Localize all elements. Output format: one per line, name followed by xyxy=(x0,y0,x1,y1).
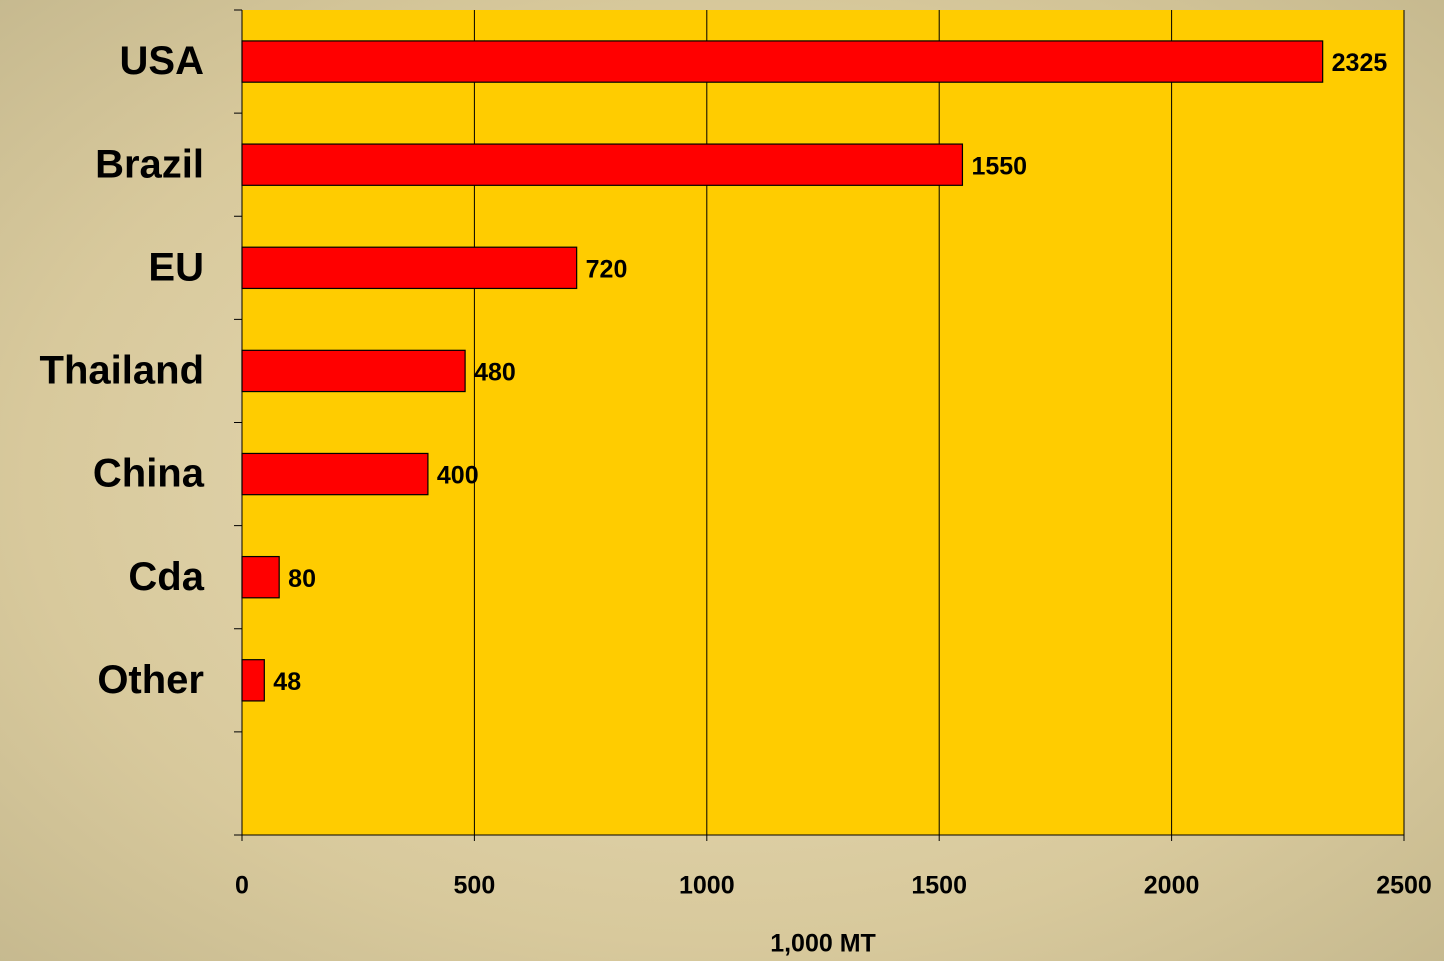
bar xyxy=(241,40,1324,83)
y-tick-label: USA xyxy=(120,39,204,83)
x-tick-label: 0 xyxy=(235,872,249,900)
y-tick-label: EU xyxy=(148,245,204,289)
y-tick-label: Thailand xyxy=(40,349,204,393)
value-label: 80 xyxy=(288,565,316,593)
y-tick-label: Cda xyxy=(128,555,204,599)
value-label: 1550 xyxy=(971,152,1027,180)
plot-area xyxy=(242,10,1404,835)
x-tick-label: 500 xyxy=(454,872,496,900)
bar xyxy=(241,452,429,496)
y-tick-label: China xyxy=(93,452,205,496)
value-label: 2325 xyxy=(1332,49,1388,77)
bar xyxy=(241,143,964,186)
x-tick-label: 2500 xyxy=(1376,872,1432,900)
x-tick-label: 2000 xyxy=(1144,872,1200,900)
x-axis-title: 1,000 MT xyxy=(770,930,876,958)
bar xyxy=(241,349,466,393)
x-tick-label: 1500 xyxy=(911,872,967,900)
bar xyxy=(241,659,265,702)
bar xyxy=(241,246,578,290)
value-label: 48 xyxy=(273,668,301,696)
value-label: 480 xyxy=(474,359,516,387)
value-label: 720 xyxy=(586,255,628,283)
value-label: 400 xyxy=(437,462,479,490)
x-tick-label: 1000 xyxy=(679,872,735,900)
y-tick-label: Brazil xyxy=(95,142,204,186)
bar xyxy=(241,555,280,599)
y-tick-label: Other xyxy=(97,658,204,702)
